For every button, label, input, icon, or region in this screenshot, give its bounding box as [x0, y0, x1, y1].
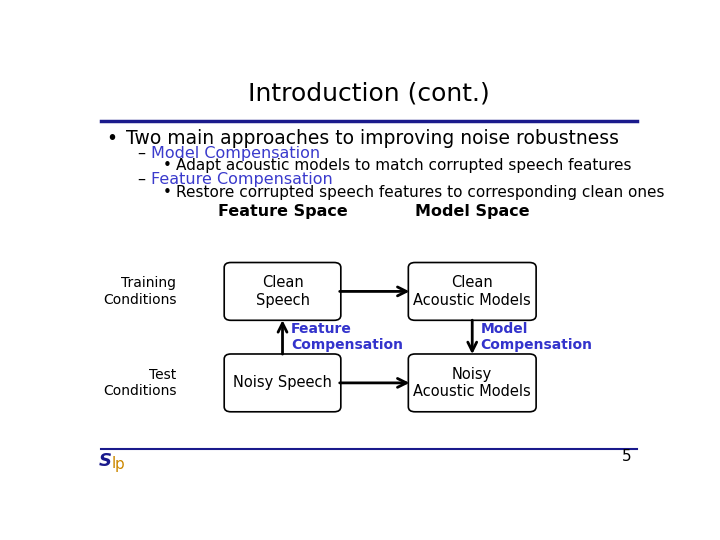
Text: •: •: [107, 129, 118, 149]
Text: •: •: [163, 185, 171, 200]
Text: Introduction (cont.): Introduction (cont.): [248, 82, 490, 105]
Text: Training
Conditions: Training Conditions: [103, 276, 176, 307]
Text: Model
Compensation: Model Compensation: [481, 322, 593, 352]
Text: Test
Conditions: Test Conditions: [103, 368, 176, 398]
Text: –: –: [138, 172, 145, 187]
Text: •: •: [163, 158, 171, 173]
Text: Two main approaches to improving noise robustness: Two main approaches to improving noise r…: [126, 129, 619, 149]
FancyBboxPatch shape: [408, 354, 536, 412]
Text: Feature
Compensation: Feature Compensation: [291, 322, 403, 352]
FancyBboxPatch shape: [408, 262, 536, 320]
Text: p: p: [114, 457, 124, 472]
Text: Noisy Speech: Noisy Speech: [233, 375, 332, 390]
Text: 5: 5: [621, 449, 631, 464]
Text: l: l: [112, 456, 116, 471]
Text: Clean
Speech: Clean Speech: [256, 275, 310, 308]
FancyBboxPatch shape: [224, 354, 341, 412]
Text: Feature Space: Feature Space: [217, 204, 347, 219]
Text: Clean
Acoustic Models: Clean Acoustic Models: [413, 275, 531, 308]
Text: Noisy
Acoustic Models: Noisy Acoustic Models: [413, 367, 531, 399]
Text: Adapt acoustic models to match corrupted speech features: Adapt acoustic models to match corrupted…: [176, 158, 632, 173]
FancyBboxPatch shape: [224, 262, 341, 320]
Text: Feature Compensation: Feature Compensation: [151, 172, 333, 187]
Text: –: –: [138, 146, 145, 161]
Text: S: S: [99, 451, 112, 470]
Text: Restore corrupted speech features to corresponding clean ones: Restore corrupted speech features to cor…: [176, 185, 665, 200]
Text: Model Compensation: Model Compensation: [151, 146, 320, 161]
Text: Model Space: Model Space: [415, 204, 529, 219]
